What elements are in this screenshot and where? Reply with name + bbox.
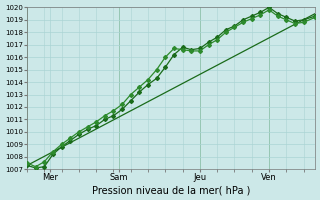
- X-axis label: Pression niveau de la mer( hPa ): Pression niveau de la mer( hPa ): [92, 185, 250, 195]
